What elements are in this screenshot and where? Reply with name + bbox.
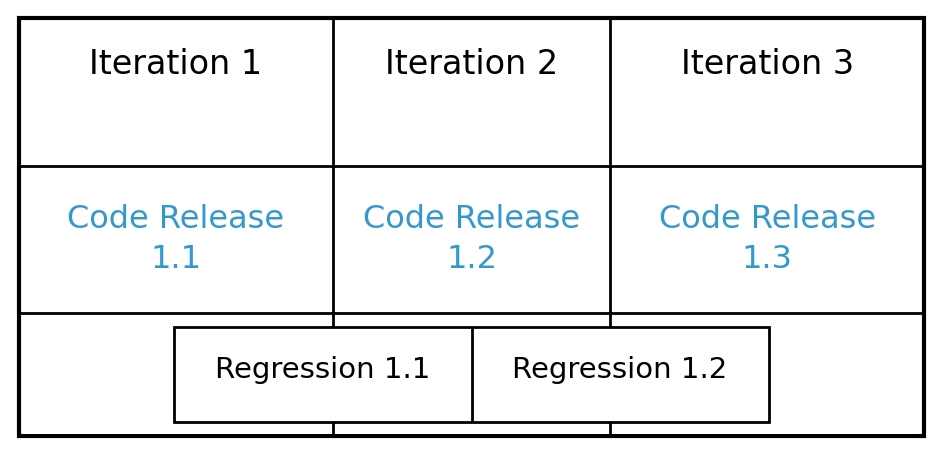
Text: Code Release
1.2: Code Release 1.2 (363, 204, 580, 275)
Text: Regression 1.1: Regression 1.1 (215, 356, 431, 384)
Bar (24, 316, 919, 434)
Bar (174, 327, 769, 422)
Text: Regression 1.2: Regression 1.2 (512, 356, 728, 384)
Text: Iteration 1: Iteration 1 (90, 48, 262, 81)
Text: Iteration 3: Iteration 3 (681, 48, 853, 81)
Text: Iteration 2: Iteration 2 (385, 48, 558, 81)
Text: Code Release
1.1: Code Release 1.1 (67, 204, 285, 275)
Text: Code Release
1.3: Code Release 1.3 (658, 204, 876, 275)
